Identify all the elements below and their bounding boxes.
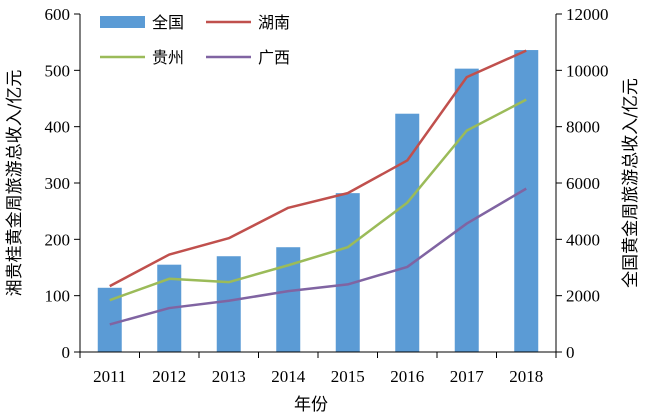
x-tick-label: 2016 <box>390 367 424 386</box>
y-left-tick-label: 400 <box>45 118 71 137</box>
x-tick-label: 2011 <box>93 367 126 386</box>
lines-layer <box>109 49 527 326</box>
legend-label: 湖南 <box>258 13 290 32</box>
y-right-tick-label: 4000 <box>566 230 600 249</box>
bar-2016 <box>395 113 420 353</box>
x-tick-label: 2018 <box>509 367 543 386</box>
legend-label: 广西 <box>258 48 290 67</box>
series-line-3 <box>109 187 527 326</box>
y-left-tick-label: 0 <box>62 343 71 362</box>
x-tick-label: 2017 <box>450 367 485 386</box>
x-tick-label: 2012 <box>152 367 186 386</box>
series-line-1 <box>109 49 527 288</box>
bar-2015 <box>335 193 360 352</box>
axes-layer: 0100200300400500600020004000600080001000… <box>45 5 609 386</box>
legend-label: 贵州 <box>152 48 184 67</box>
legend-label: 全国 <box>152 13 184 32</box>
y-axis-right-title: 全国黄金周旅游总收入/亿元 <box>621 78 641 288</box>
x-axis-title: 年份 <box>294 395 328 415</box>
y-left-tick-label: 300 <box>45 174 71 193</box>
y-right-tick-label: 8000 <box>566 118 600 137</box>
y-axis-left-title: 湘贵桂黄金周旅游总收入/亿元 <box>5 70 25 297</box>
y-right-tick-label: 0 <box>566 343 575 362</box>
bar-2017 <box>454 68 479 352</box>
x-tick-label: 2014 <box>271 367 306 386</box>
y-left-tick-label: 200 <box>45 230 71 249</box>
y-right-tick-label: 2000 <box>566 287 600 306</box>
y-right-tick-label: 10000 <box>566 61 609 80</box>
bar-2013 <box>216 256 241 352</box>
y-right-tick-label: 12000 <box>566 5 609 24</box>
x-tick-label: 2013 <box>212 367 246 386</box>
y-left-tick-label: 100 <box>45 287 71 306</box>
legend-swatch-bar <box>100 16 145 28</box>
y-right-tick-label: 6000 <box>566 174 600 193</box>
x-tick-label: 2015 <box>331 367 365 386</box>
bar-2018 <box>514 50 539 352</box>
y-left-tick-label: 500 <box>45 61 71 80</box>
y-left-tick-label: 600 <box>45 5 71 24</box>
series-line-2 <box>109 98 527 302</box>
